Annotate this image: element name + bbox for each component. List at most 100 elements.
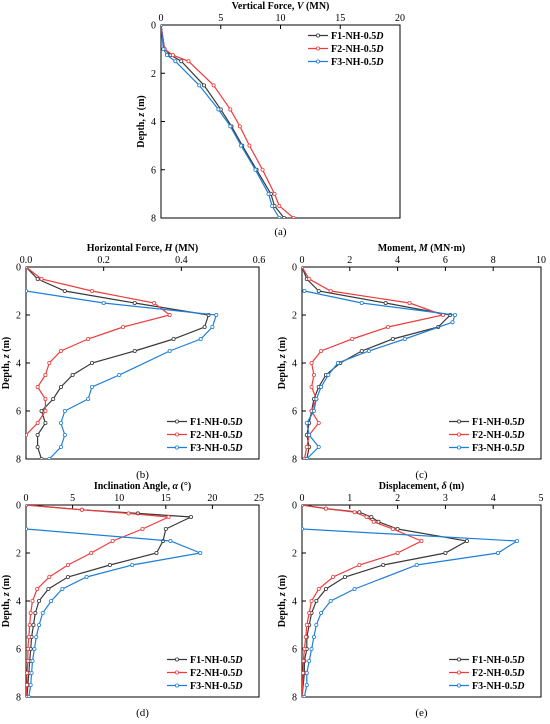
legend-label-f2: F2-NH-0.5D [190, 430, 243, 441]
y-tick-label: 8 [16, 455, 21, 466]
data-point-f2 [352, 510, 357, 515]
legend-marker [315, 59, 320, 64]
data-point-f2 [304, 444, 309, 449]
data-point-f1 [46, 587, 51, 592]
data-point-f2 [47, 575, 52, 580]
data-point-f2 [316, 587, 321, 592]
legend-label-f2: F2-NH-0.5D [331, 44, 384, 55]
data-point-f3 [90, 384, 95, 389]
data-point-f2 [26, 267, 28, 269]
x-tick-label: 0 [300, 255, 305, 266]
data-point-f2 [166, 515, 171, 520]
y-tick-label: 6 [292, 407, 297, 418]
data-point-f1 [383, 300, 388, 305]
data-point-f2 [350, 336, 355, 341]
data-point-f2 [357, 563, 362, 568]
x-tick-label: 0.6 [253, 255, 266, 266]
data-point-f3 [266, 191, 271, 196]
series-group [26, 267, 219, 459]
data-point-f3 [335, 360, 340, 365]
data-point-f3 [130, 563, 135, 568]
x-tick-label: 20 [207, 493, 217, 504]
x-tick-label: 0 [24, 493, 29, 504]
series-line-f3 [161, 25, 280, 218]
data-point-f2 [26, 505, 28, 507]
data-point-f3 [311, 635, 316, 640]
data-point-f2 [27, 623, 32, 628]
legend-label-f1: F1-NH-0.5D [472, 655, 525, 666]
y-tick-label: 2 [151, 69, 156, 80]
y-tick-label: 0 [16, 501, 21, 512]
legend-label-f2: F2-NH-0.5D [190, 668, 243, 679]
data-point-f1 [323, 587, 328, 592]
data-point-f3 [228, 124, 233, 129]
data-point-f3 [197, 83, 202, 88]
data-point-f3 [60, 587, 65, 592]
data-point-f3 [515, 539, 520, 544]
data-point-f2 [110, 539, 115, 544]
data-point-f2 [26, 647, 30, 651]
data-point-f1 [464, 539, 469, 544]
data-point-f2 [167, 312, 172, 317]
series-line-f3 [26, 528, 203, 697]
data-point-f2 [211, 83, 216, 88]
legend-marker [456, 432, 461, 437]
data-point-f3 [210, 324, 215, 329]
y-tick-label: 2 [16, 549, 21, 560]
data-point-f1 [58, 384, 63, 389]
x-tick-label: 15 [335, 13, 345, 24]
x-tick-label: 0 [300, 493, 305, 504]
data-point-f3 [366, 348, 371, 353]
y-tick-label: 8 [292, 693, 297, 704]
legend-marker [456, 445, 461, 450]
y-tick-label: 6 [292, 645, 297, 656]
data-point-f3 [168, 539, 173, 544]
data-point-f1 [62, 288, 67, 293]
data-point-f3 [239, 143, 244, 148]
legend-label-f3: F3-NH-0.5D [472, 443, 525, 454]
data-point-f3 [26, 695, 31, 697]
data-point-f2 [386, 324, 391, 329]
x-tick-label: 10 [536, 255, 546, 266]
data-point-f3 [84, 575, 89, 580]
y-tick-label: 6 [16, 645, 21, 656]
x-tick-label: 0 [159, 13, 164, 24]
data-point-f1 [39, 408, 44, 413]
data-point-f3 [58, 444, 63, 449]
y-axis-title: Depth, z (m) [136, 95, 147, 148]
data-point-f3 [173, 59, 178, 64]
legend: F1-NH-0.5D F2-NH-0.5D F3-NH-0.5D [308, 31, 384, 68]
data-point-f3 [30, 659, 35, 664]
data-point-f2 [302, 267, 304, 269]
data-point-f1 [35, 276, 40, 281]
data-point-f2 [65, 563, 70, 568]
y-tick-label: 2 [292, 549, 297, 560]
x-tick-label: 8 [491, 255, 496, 266]
data-point-f3 [328, 599, 333, 604]
y-axis-title: Depth, z (m) [277, 575, 288, 628]
data-point-f2 [260, 167, 265, 172]
data-point-f3 [26, 289, 28, 293]
x-tick-label: 10 [276, 13, 286, 24]
data-point-f1 [33, 611, 38, 616]
data-point-f2 [121, 324, 126, 329]
series-line-f2 [26, 267, 172, 436]
data-point-f3 [307, 432, 312, 437]
data-point-f1 [171, 336, 176, 341]
y-tick-label: 4 [292, 359, 297, 370]
data-point-f3 [47, 457, 52, 459]
data-point-f2 [86, 336, 91, 341]
data-point-f3 [326, 372, 331, 377]
data-point-f2 [307, 276, 312, 281]
legend-label-f3: F3-NH-0.5D [190, 681, 243, 692]
data-point-f1 [39, 457, 44, 459]
data-point-f1 [202, 83, 207, 88]
y-tick-label: 8 [292, 455, 297, 466]
y-tick-label: 0 [292, 263, 297, 274]
y-tick-label: 2 [16, 311, 21, 322]
x-tick-label: 0.0 [20, 255, 33, 266]
data-point-f2 [28, 611, 33, 616]
panel-c: 0 2 4 6 8 10 0 2 4 6 8 Moment, M (MN·m) Depth, z (m)… [277, 243, 546, 481]
x-tick-label: 5 [218, 13, 223, 24]
data-point-f2 [43, 396, 48, 401]
